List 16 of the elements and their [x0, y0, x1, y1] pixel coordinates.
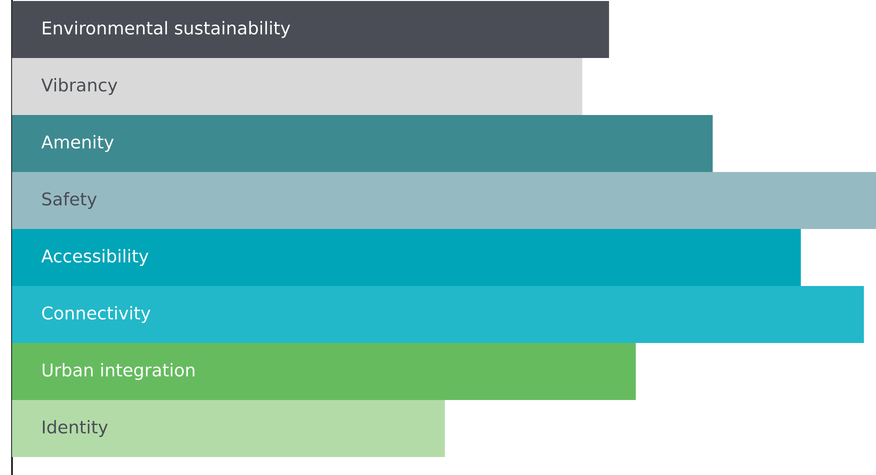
bar — [12, 286, 864, 344]
bar — [12, 114, 713, 172]
y-tick-label: Safety — [42, 192, 97, 209]
bar — [12, 229, 801, 286]
y-tick-label: Connectivity — [42, 306, 150, 323]
bar — [12, 0, 610, 58]
bar — [12, 172, 876, 229]
y-tick-label: Environmental sustainability — [42, 21, 290, 38]
bar — [12, 343, 636, 400]
y-tick-label: Accessibility — [41, 249, 148, 266]
y-tick-label: Amenity — [41, 135, 114, 152]
y-tick-label: Urban integration — [42, 363, 194, 380]
y-tick-label: Vibrancy — [41, 78, 118, 95]
y-tick-label: Identity — [42, 420, 108, 437]
bar — [12, 400, 445, 458]
bar — [12, 58, 582, 115]
